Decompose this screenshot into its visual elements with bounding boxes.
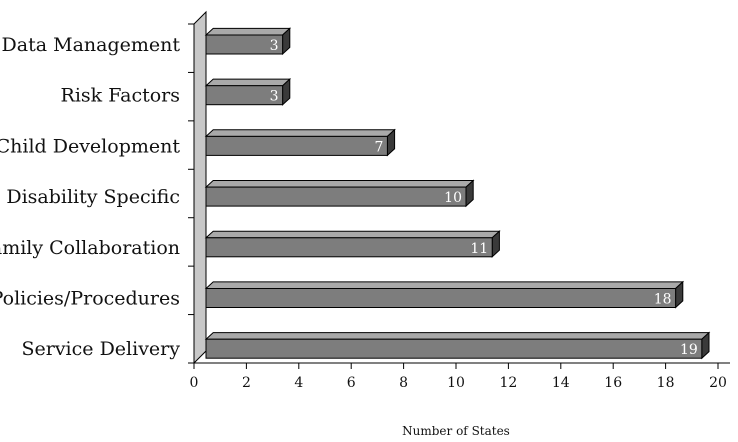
bar-front-face <box>205 85 284 106</box>
bar-front-face <box>205 338 703 359</box>
bar-front-face <box>205 186 467 207</box>
bar <box>204 230 501 258</box>
category-label: Service Delivery <box>21 338 180 360</box>
bar <box>204 280 685 309</box>
bar <box>204 331 711 360</box>
category-label: Data Management <box>2 34 181 56</box>
bar-data-label: 19 <box>680 342 698 358</box>
bar-top-face <box>204 27 292 36</box>
x-tick-label: 18 <box>657 375 675 391</box>
bar-data-label: 11 <box>470 241 488 257</box>
bar-front-face <box>205 34 284 55</box>
category-label: Disability Specific <box>6 186 180 208</box>
bar-top-face <box>204 78 292 87</box>
x-tick-label: 20 <box>709 375 727 391</box>
bar <box>204 128 396 157</box>
x-tick-label: 12 <box>499 375 517 391</box>
bar-data-label: 3 <box>270 89 279 105</box>
bar-data-label: 7 <box>374 139 383 155</box>
bar <box>204 179 475 208</box>
side-wall <box>193 10 207 365</box>
bar-front-face <box>205 237 493 258</box>
x-tick-label: 10 <box>447 375 465 391</box>
bar-top-face <box>204 180 475 188</box>
bar-front-face <box>205 288 677 308</box>
bar <box>204 77 292 106</box>
bar-top-face <box>204 230 501 239</box>
bar-top-face <box>204 281 685 289</box>
x-tick-label: 6 <box>347 375 356 391</box>
category-label: Family Collaboration <box>0 237 180 259</box>
bar-front-face <box>205 135 388 156</box>
x-tick-label: 4 <box>294 375 303 391</box>
x-tick-label: 16 <box>604 375 622 391</box>
x-tick-label: 0 <box>190 375 199 391</box>
bar <box>204 27 292 56</box>
x-tick-label: 8 <box>399 375 408 391</box>
category-label: Risk Factors <box>61 85 180 107</box>
x-tick-label: 14 <box>552 375 570 391</box>
category-label: Child Development <box>0 135 180 157</box>
x-axis-title: Number of States <box>402 424 510 438</box>
bar-top-face <box>204 129 396 137</box>
bar-top-face <box>204 332 711 340</box>
category-label: Policies/Procedures <box>0 288 180 310</box>
bar-data-label: 18 <box>654 292 672 308</box>
x-tick-label: 2 <box>242 375 251 391</box>
bar-data-label: 10 <box>444 190 462 206</box>
bar-data-label: 3 <box>270 38 279 54</box>
